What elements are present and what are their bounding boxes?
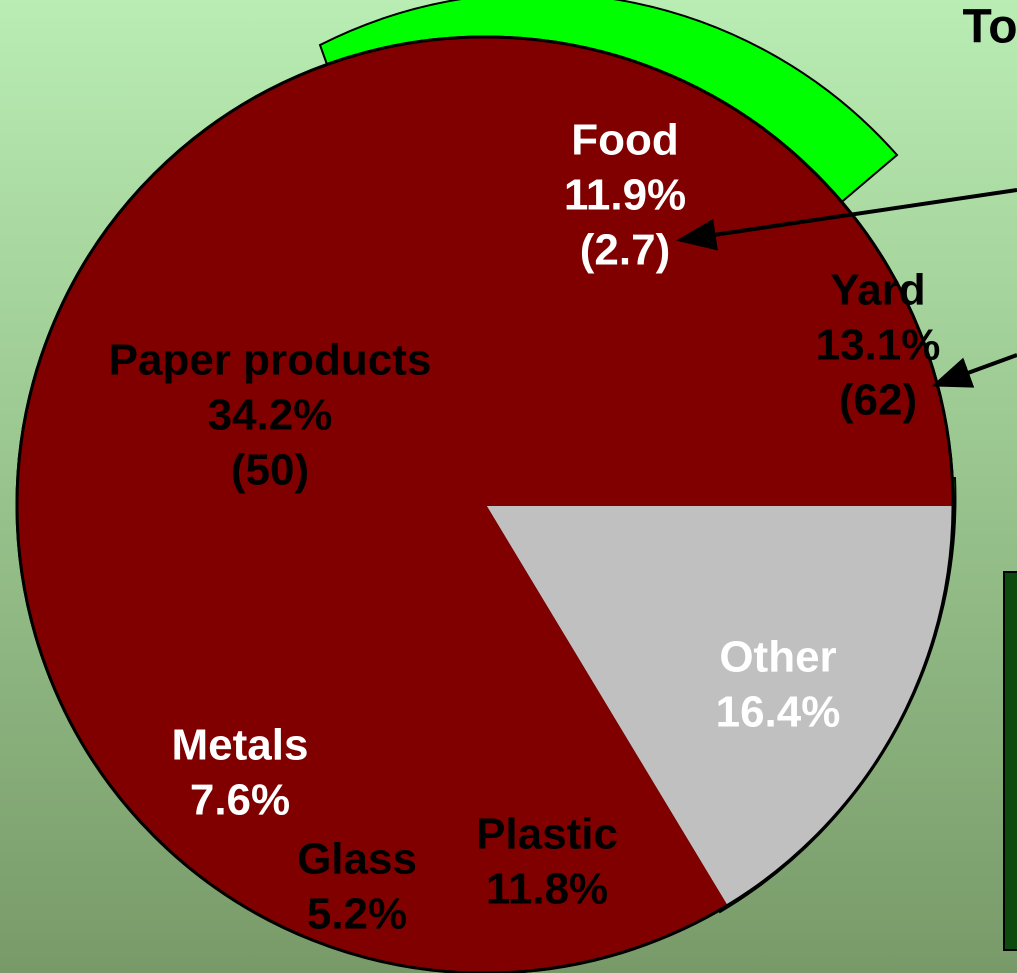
side-panel bbox=[1003, 571, 1017, 951]
slice-name: Plastic bbox=[476, 810, 618, 859]
slice-name: Food bbox=[571, 116, 679, 165]
slice-name: Yard bbox=[830, 266, 925, 315]
slice-label: 7.6% bbox=[190, 776, 290, 825]
pie-border bbox=[15, 35, 955, 973]
slice-label: 5.2% bbox=[307, 890, 407, 939]
slice-label: 11.8% bbox=[486, 865, 608, 914]
slice-name: Glass bbox=[297, 835, 417, 884]
slice-amount: (62) bbox=[839, 376, 917, 425]
slice-amount: (2.7) bbox=[580, 226, 670, 275]
slice-label: 34.2% bbox=[208, 391, 333, 440]
slice-name: Other bbox=[719, 633, 836, 682]
slice-name: Paper products bbox=[109, 336, 432, 385]
slice-label: 11.9% bbox=[564, 171, 686, 220]
slice-label: 13.1% bbox=[816, 321, 941, 370]
arrow bbox=[676, 188, 1017, 251]
chart-title: To bbox=[962, 1, 1017, 54]
slice-name: Metals bbox=[172, 721, 309, 770]
arrow bbox=[931, 353, 1017, 388]
slice-label: 16.4% bbox=[716, 688, 841, 737]
slice-amount: (50) bbox=[231, 446, 309, 495]
